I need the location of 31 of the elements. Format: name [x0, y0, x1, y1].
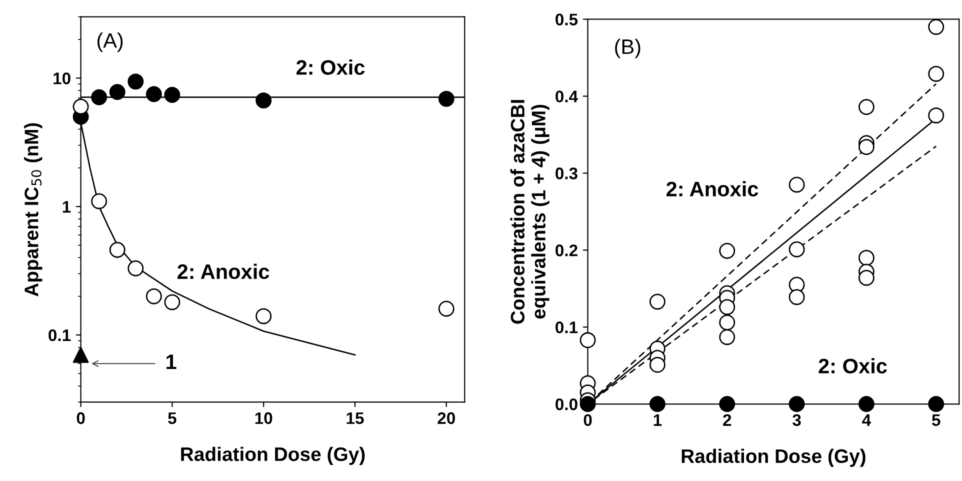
y-axis-title: Apparent IC$_{50}$ (nM) — [24, 123, 42, 296]
x-tick-label: 0 — [584, 414, 592, 426]
x-tick-label: 1 — [654, 414, 662, 426]
y-tick-label: 0.4 — [556, 90, 578, 102]
y-tick-label: 1 — [62, 201, 71, 213]
x-axis-title: Radiation Dose (Gy) — [181, 446, 365, 465]
x-tick-label: 0 — [76, 412, 85, 424]
annotation: (A) — [97, 32, 123, 52]
annotation: (B) — [615, 38, 640, 58]
y-tick-label: 0.1 — [556, 321, 578, 334]
annotation: 2: Anoxic — [666, 181, 758, 196]
annotation: 1 — [166, 354, 176, 369]
x-tick-label: 3 — [792, 414, 801, 426]
annotation: 2: Oxic — [818, 358, 887, 374]
y-tick-label: 0.2 — [556, 244, 578, 256]
x-tick-label: 15 — [346, 412, 364, 424]
y-tick-label: 0.0 — [556, 398, 578, 410]
y-tick-label: 0.3 — [556, 168, 578, 180]
y-tick-label: 10 — [54, 72, 70, 84]
y-axis-title: Concentration of azaCBI equivalents (1 + 4) (μM) — [510, 100, 550, 324]
y-tick-label: 0.5 — [556, 14, 578, 26]
x-tick-label: 5 — [932, 414, 940, 426]
x-tick-label: 5 — [168, 412, 176, 424]
x-tick-label: 2 — [723, 414, 732, 426]
x-tick-label: 20 — [438, 412, 455, 424]
annotation: 2: Anoxic — [177, 264, 270, 280]
y-tick-label: 0.1 — [48, 329, 71, 342]
x-axis-title: Radiation Dose (Gy) — [682, 448, 866, 467]
annotation: 2: Oxic — [296, 60, 365, 75]
x-tick-label: 4 — [862, 414, 871, 426]
x-tick-label: 10 — [255, 412, 272, 424]
